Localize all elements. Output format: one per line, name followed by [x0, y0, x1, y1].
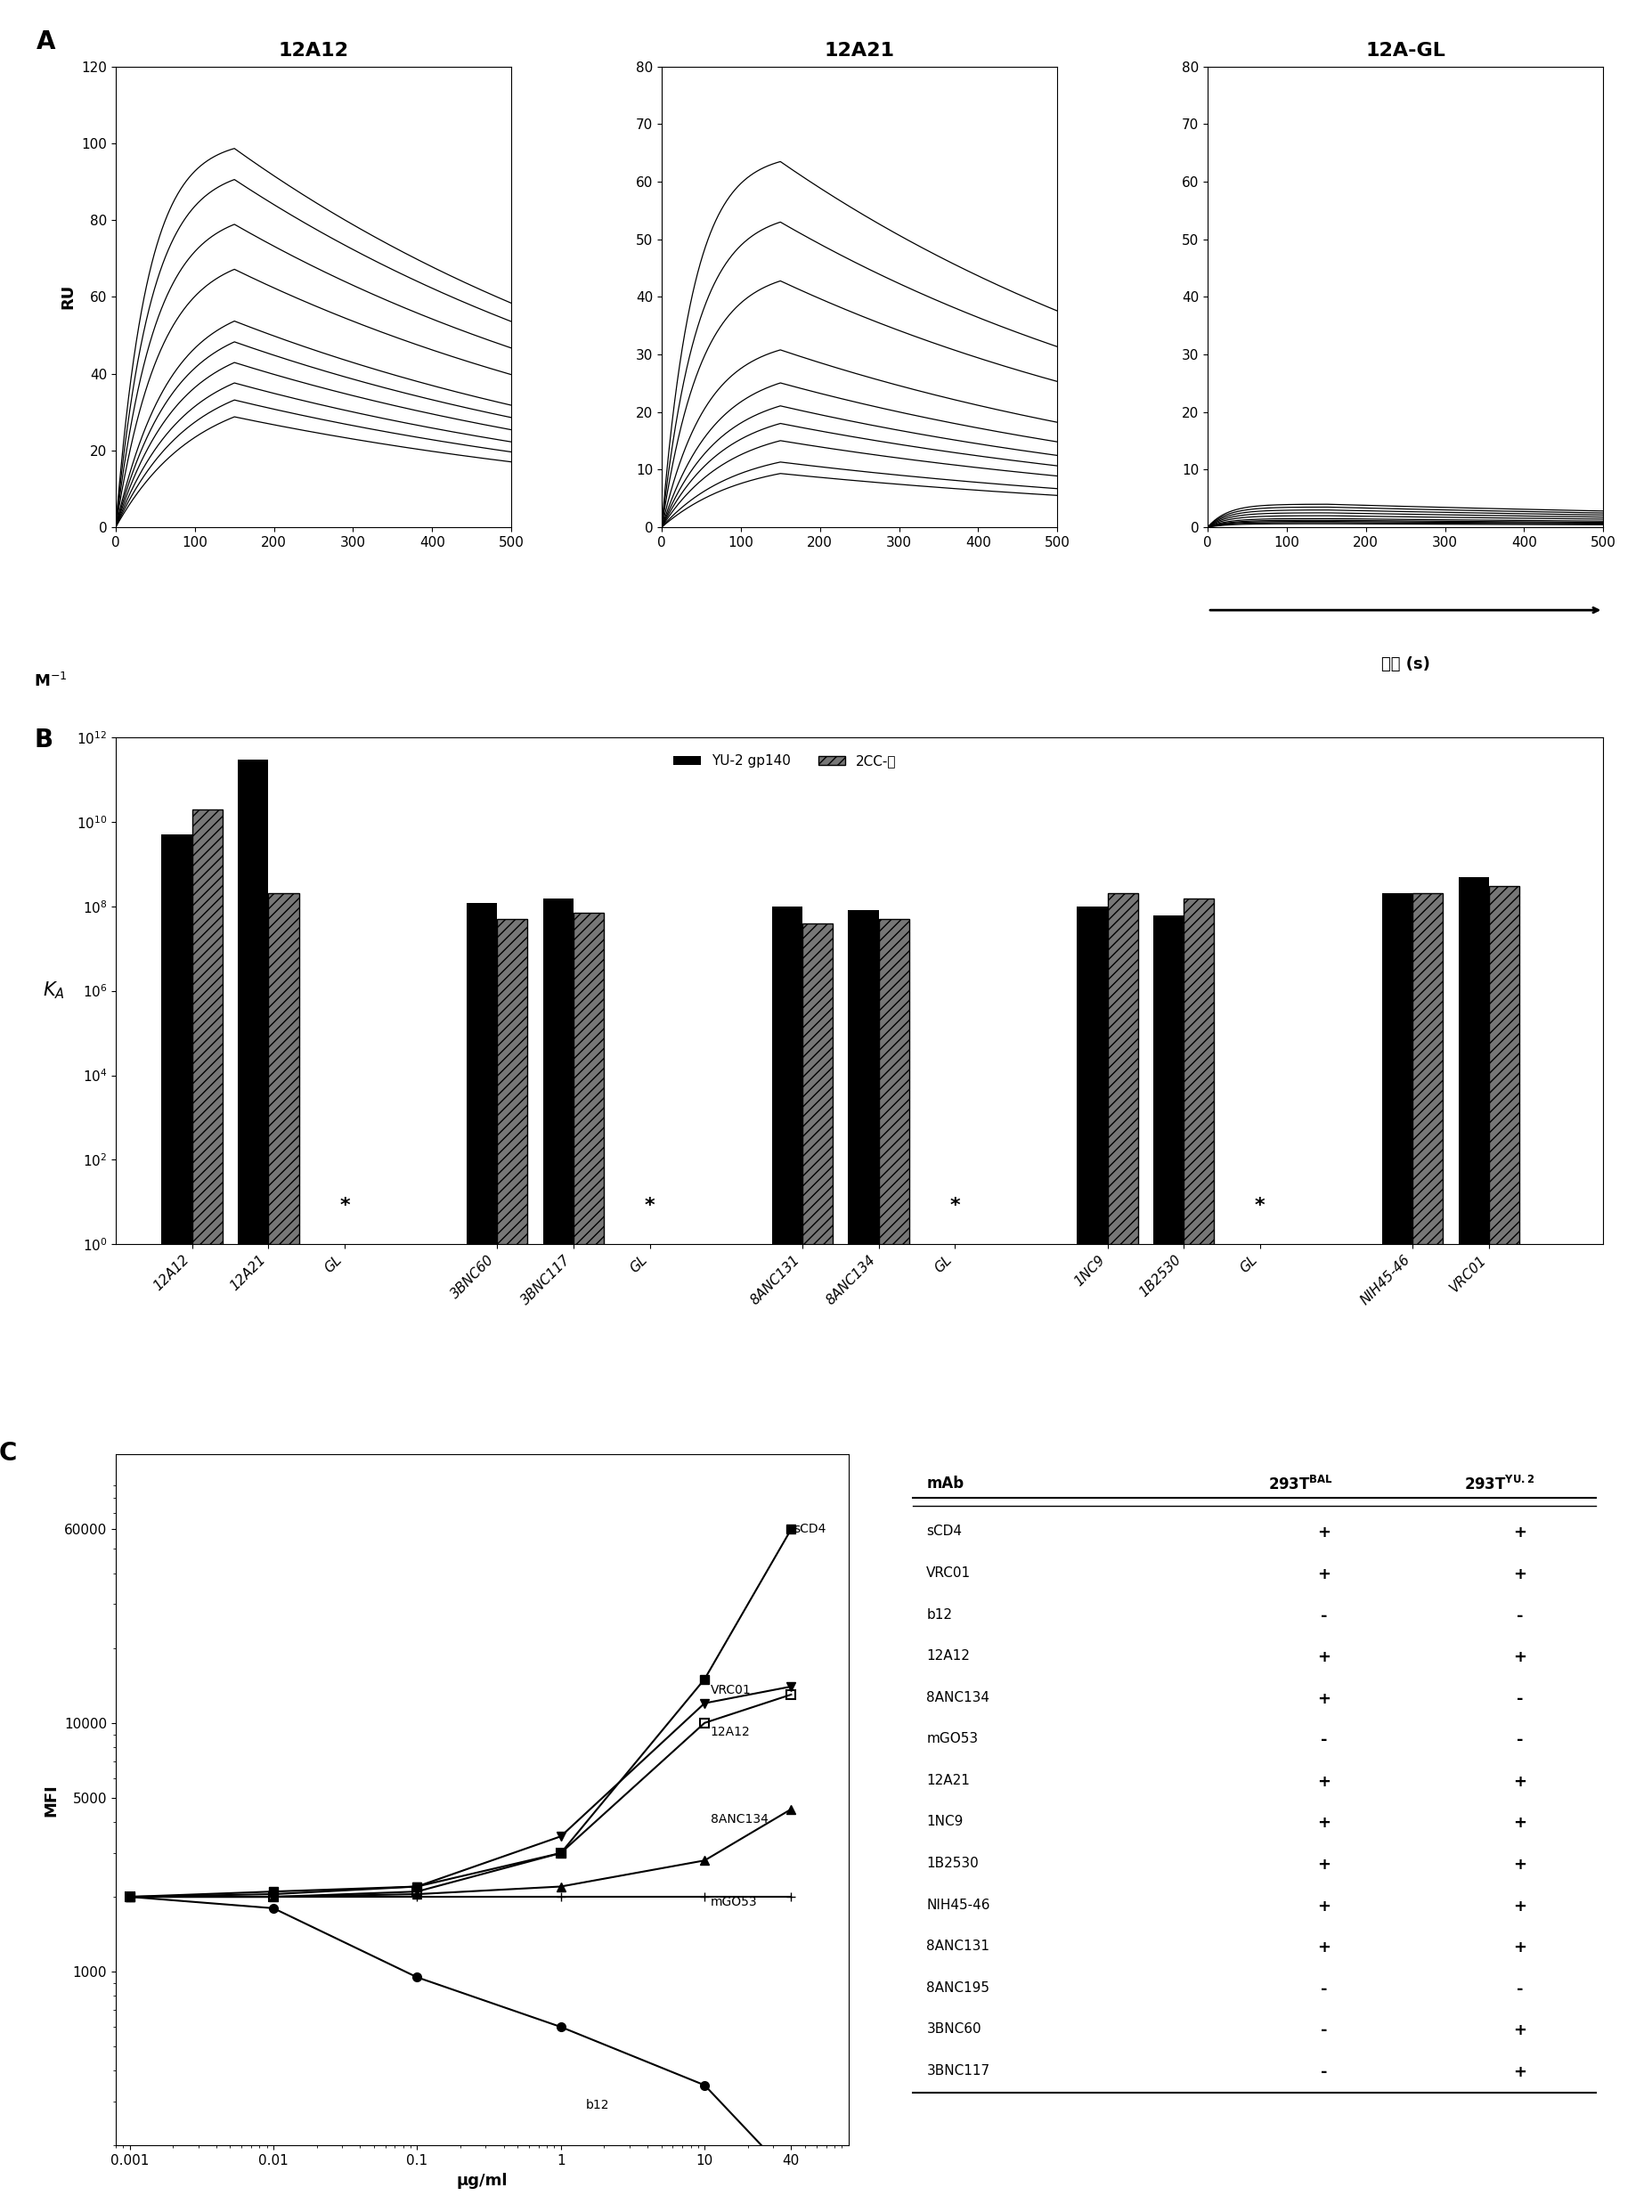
Y-axis label: MFI: MFI — [43, 1783, 59, 1816]
Text: +: + — [1512, 1650, 1525, 1666]
Text: *: * — [950, 1197, 960, 1214]
Bar — [1183, 898, 1214, 2212]
Text: +: + — [1317, 1898, 1330, 1913]
Text: 293T$^{\mathregular{YU.2}}$: 293T$^{\mathregular{YU.2}}$ — [1464, 1475, 1533, 1493]
Text: sCD4: sCD4 — [927, 1524, 961, 1537]
Text: B: B — [35, 728, 53, 752]
Title: 12A-GL: 12A-GL — [1365, 42, 1446, 60]
Text: +: + — [1317, 1856, 1330, 1874]
Text: sCD4: sCD4 — [793, 1524, 826, 1535]
Text: mGO53: mGO53 — [927, 1732, 978, 1745]
Legend: YU-2 gp140, 2CC-核: YU-2 gp140, 2CC-核 — [667, 750, 902, 774]
Text: *: * — [644, 1197, 654, 1214]
Bar — [771, 907, 801, 2212]
Text: 12A12: 12A12 — [710, 1725, 750, 1739]
Text: 3BNC60: 3BNC60 — [927, 2022, 981, 2035]
Text: +: + — [1512, 1856, 1525, 1874]
Text: +: + — [1512, 1898, 1525, 1913]
Bar — [497, 918, 527, 2212]
Y-axis label: RU: RU — [61, 283, 76, 310]
Text: 8ANC134: 8ANC134 — [710, 1814, 768, 1825]
Text: 12A21: 12A21 — [927, 1774, 970, 1787]
Text: +: + — [1512, 1816, 1525, 1832]
Title: 12A12: 12A12 — [278, 42, 349, 60]
Bar — [573, 914, 603, 2212]
Text: +: + — [1512, 1774, 1525, 1790]
Bar — [1457, 876, 1488, 2212]
Bar — [238, 759, 268, 2212]
Bar — [801, 922, 833, 2212]
Text: +: + — [1317, 1524, 1330, 1542]
Text: 1NC9: 1NC9 — [927, 1816, 963, 1829]
Bar — [192, 810, 223, 2212]
Text: 293T$^{\mathregular{BAL}}$: 293T$^{\mathregular{BAL}}$ — [1267, 1475, 1333, 1493]
Text: +: + — [1512, 1940, 1525, 1955]
Bar — [466, 902, 497, 2212]
Text: A: A — [36, 29, 56, 55]
Text: +: + — [1317, 1650, 1330, 1666]
Text: +: + — [1317, 1774, 1330, 1790]
Bar — [162, 834, 192, 2212]
Text: 3BNC117: 3BNC117 — [927, 2064, 990, 2077]
Text: NIH45-46: NIH45-46 — [927, 1898, 990, 1911]
Bar — [847, 911, 879, 2212]
X-axis label: μg/ml: μg/ml — [456, 2172, 507, 2188]
Text: mAb: mAb — [927, 1475, 963, 1491]
Bar — [268, 894, 299, 2212]
Text: *: * — [1254, 1197, 1264, 1214]
Text: +: + — [1512, 2022, 1525, 2039]
Text: -: - — [1515, 1732, 1521, 1747]
Text: +: + — [1317, 1566, 1330, 1582]
Text: -: - — [1320, 2022, 1327, 2039]
Text: b12: b12 — [927, 1608, 952, 1621]
Bar — [1381, 894, 1412, 2212]
Text: +: + — [1317, 1816, 1330, 1832]
Text: 12A12: 12A12 — [927, 1650, 970, 1663]
Title: 12A21: 12A21 — [824, 42, 894, 60]
Bar — [1077, 907, 1107, 2212]
Text: +: + — [1512, 2064, 1525, 2079]
Text: -: - — [1515, 1690, 1521, 1708]
Text: -: - — [1320, 2064, 1327, 2079]
Text: 1B2530: 1B2530 — [927, 1856, 978, 1869]
Text: mGO53: mGO53 — [710, 1896, 757, 1909]
Text: +: + — [1317, 1690, 1330, 1708]
Text: *: * — [339, 1197, 350, 1214]
Text: M$^{-1}$: M$^{-1}$ — [35, 672, 68, 690]
Text: 时间 (s): 时间 (s) — [1381, 657, 1429, 672]
Y-axis label: $K_A$: $K_A$ — [43, 980, 64, 1002]
Text: -: - — [1320, 1982, 1327, 1997]
Bar — [1412, 894, 1442, 2212]
Text: 8ANC131: 8ANC131 — [927, 1940, 990, 1953]
Text: +: + — [1317, 1940, 1330, 1955]
Bar — [879, 918, 909, 2212]
Text: -: - — [1320, 1732, 1327, 1747]
Text: +: + — [1512, 1524, 1525, 1542]
Text: VRC01: VRC01 — [927, 1566, 971, 1579]
Text: -: - — [1515, 1982, 1521, 1997]
Text: -: - — [1320, 1608, 1327, 1624]
Text: VRC01: VRC01 — [710, 1683, 752, 1697]
Text: C: C — [0, 1440, 17, 1467]
Bar — [542, 898, 573, 2212]
Text: +: + — [1512, 1566, 1525, 1582]
Bar — [1153, 916, 1183, 2212]
Text: b12: b12 — [586, 2099, 610, 2112]
Bar — [1107, 894, 1137, 2212]
Text: 8ANC134: 8ANC134 — [927, 1690, 990, 1703]
Text: -: - — [1515, 1608, 1521, 1624]
Bar — [1488, 887, 1518, 2212]
Text: 8ANC195: 8ANC195 — [927, 1982, 990, 1995]
